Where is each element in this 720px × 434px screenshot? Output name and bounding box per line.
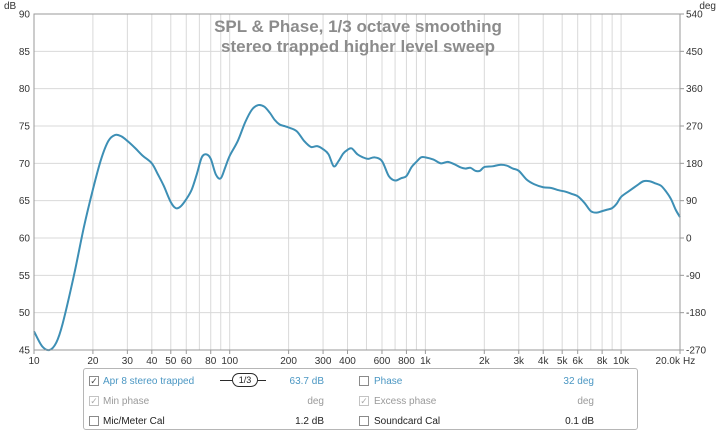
mic-cal-label[interactable]: Mic/Meter Cal (103, 416, 165, 427)
min-phase-checkbox[interactable]: ✓ (89, 396, 99, 406)
y-tick-label: 90 (19, 10, 31, 21)
x-tick-label: 400 (339, 356, 356, 367)
excess-phase-value: deg (577, 396, 594, 407)
y-tick-label: 60 (19, 234, 31, 245)
x-tick-label: 1k (420, 356, 432, 367)
measurement-value: 63.7 dB (289, 376, 324, 387)
smoothing-selector[interactable]: 1/3 (232, 373, 258, 387)
y-unit-label: dB (4, 1, 17, 12)
x-tick-label: 20.0k (656, 356, 681, 367)
spl-phase-chart: 45 50 55 60 65 70 75 80 85 90 -270 -180 -90 0 90 180 270… (4, 1, 716, 368)
y2-tick-label: 450 (686, 47, 703, 58)
y2-tick-label: 540 (686, 10, 703, 21)
plot-frame (33, 13, 681, 351)
spl-series-line (33, 103, 681, 352)
x-tick-label: 3k (513, 356, 525, 367)
legend-panel: ✓ Apr 8 stereo trapped 1/3 63.7 dB Phase… (83, 368, 638, 430)
y2-tick-label: 90 (686, 196, 698, 207)
excess-phase-label[interactable]: Excess phase (374, 396, 437, 407)
mic-cal-checkbox[interactable] (89, 416, 99, 426)
x-unit-label: Hz (683, 356, 695, 367)
plot-area (34, 14, 680, 350)
x-tick-label: 10 (28, 356, 40, 367)
phase-checkbox[interactable] (359, 376, 369, 386)
chart-svg: 45 50 55 60 65 70 75 80 85 90 -270 -180 -90 0 90 180 270… (4, 1, 716, 368)
soundcard-cal-value: 0.1 dB (565, 416, 594, 427)
x-tick-label: 10k (613, 356, 630, 367)
x-tick-label: 20 (87, 356, 99, 367)
phase-value: 32 deg (563, 376, 594, 387)
x-tick-label: 200 (280, 356, 297, 367)
soundcard-cal-label[interactable]: Soundcard Cal (374, 416, 441, 427)
y-tick-label: 70 (19, 159, 31, 170)
x-tick-label: 6k (572, 356, 584, 367)
x-tick-label: 60 (181, 356, 193, 367)
y-tick-label: 75 (19, 122, 31, 133)
x-tick-label: 80 (205, 356, 217, 367)
y-tick-label: 85 (19, 47, 31, 58)
y2-tick-label: -180 (686, 308, 706, 319)
x-tick-label: 5k (557, 356, 569, 367)
measurement-label[interactable]: Apr 8 stereo trapped (103, 376, 195, 387)
phase-label[interactable]: Phase (374, 376, 403, 387)
excess-phase-checkbox[interactable]: ✓ (359, 396, 369, 406)
y-tick-label: 80 (19, 84, 31, 95)
measurement-checkbox[interactable]: ✓ (89, 376, 99, 386)
min-phase-value: deg (307, 396, 324, 407)
x-tick-label: 800 (398, 356, 415, 367)
y2-tick-label: 0 (686, 234, 692, 245)
min-phase-label[interactable]: Min phase (103, 396, 150, 407)
x-tick-label: 4k (538, 356, 550, 367)
y2-tick-label: 270 (686, 122, 703, 133)
y2-tick-label: -90 (686, 271, 701, 282)
y-tick-label: 50 (19, 308, 31, 319)
x-tick-label: 30 (122, 356, 134, 367)
y-tick-label: 55 (19, 271, 31, 282)
x-tick-label: 2k (479, 356, 491, 367)
x-tick-label: 8k (597, 356, 609, 367)
y2-tick-label: -270 (686, 346, 706, 357)
smoothing-line-left (220, 380, 232, 381)
y-tick-label: 45 (19, 346, 31, 357)
legend-row-measurement: ✓ Apr 8 stereo trapped 1/3 63.7 dB Phase… (84, 373, 637, 393)
x-tick-label: 40 (146, 356, 158, 367)
x-tick-label: 600 (374, 356, 391, 367)
legend-row-cal: Mic/Meter Cal 1.2 dB Soundcard Cal 0.1 d… (84, 413, 637, 433)
x-tick-label: 50 (165, 356, 177, 367)
legend-row-min-phase: ✓ Min phase deg ✓ Excess phase deg (84, 393, 637, 413)
x-tick-label: 100 (221, 356, 238, 367)
y-tick-label: 65 (19, 196, 31, 207)
y2-unit-label: deg (699, 1, 716, 12)
y2-tick-label: 180 (686, 159, 703, 170)
chart-subtitle: stereo trapped higher level sweep (221, 37, 495, 56)
chart-title: SPL & Phase, 1/3 octave smoothing (214, 17, 502, 36)
mic-cal-value: 1.2 dB (295, 416, 324, 427)
ticks-layer: 45 50 55 60 65 70 75 80 85 90 -270 -180 -90 0 90 180 270… (19, 10, 707, 368)
y2-tick-label: 360 (686, 84, 703, 95)
smoothing-line-right (258, 380, 266, 381)
soundcard-cal-checkbox[interactable] (359, 416, 369, 426)
x-tick-label: 300 (315, 356, 332, 367)
